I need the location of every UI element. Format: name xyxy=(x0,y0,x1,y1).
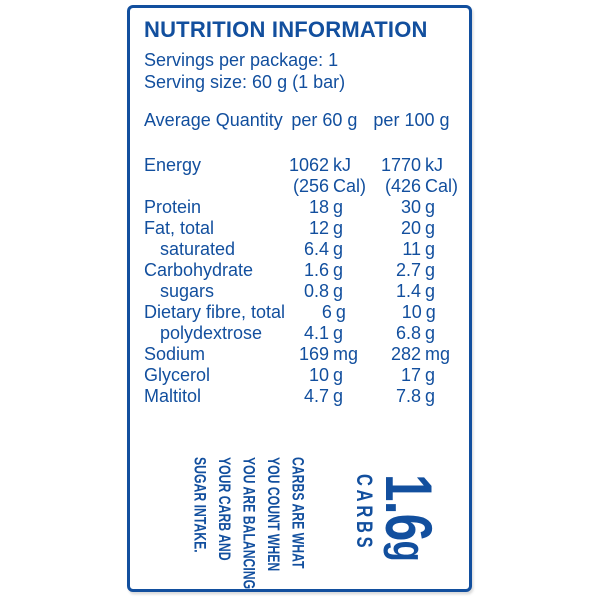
nutrition-information-panel: NUTRITION INFORMATION Servings per packa… xyxy=(127,5,472,592)
per-100g-value: 30 xyxy=(400,197,421,217)
per-60g-unit: mg xyxy=(333,344,359,364)
per-100g-unit: g xyxy=(425,281,436,301)
carbs-amount: 1.6 xyxy=(372,474,446,541)
header-average-quantity: Average Quantity xyxy=(144,110,283,130)
nutrient-label: Sodium xyxy=(144,344,206,364)
carbs-message-line: SUGAR INTAKE. xyxy=(190,457,210,553)
per-60g-unit: g xyxy=(333,239,344,259)
per-100g-value: 1.4 xyxy=(395,281,421,301)
per-100g-unit: kJ xyxy=(425,155,443,175)
per-100g-value: 11 xyxy=(402,239,421,259)
per-60g-value: 0.8 xyxy=(303,281,329,301)
nutrition-row: Carbohydrate 1.6 g 2.7 g xyxy=(144,260,457,281)
nutrient-label: polydextrose xyxy=(160,323,263,343)
per-60g-value: 6 xyxy=(321,302,332,322)
per-60g-value: 1062 xyxy=(288,155,329,175)
header-per-60g: per 60 g xyxy=(291,110,358,130)
panel-content: NUTRITION INFORMATION Servings per packa… xyxy=(130,8,469,407)
carbs-message-line: YOU COUNT WHEN xyxy=(264,457,283,572)
per-60g-value: 169 xyxy=(298,344,329,364)
carbs-value-line: 1.6g xyxy=(372,474,446,562)
nutrient-label: Fat, total xyxy=(144,218,215,238)
per-100g-value: 282 xyxy=(390,344,421,364)
carbs-amount-unit: g xyxy=(383,540,435,562)
per-100g-value: 20 xyxy=(400,218,421,238)
per-60g-unit: g xyxy=(333,365,344,385)
per-100g-value: (426 xyxy=(384,176,421,196)
per-100g-value: 2.7 xyxy=(395,260,421,280)
per-100g-value: 7.8 xyxy=(395,386,421,406)
per-60g-value: 4.1 xyxy=(303,323,329,343)
per-100g-unit: g xyxy=(425,386,436,406)
per-100g-value: 10 xyxy=(401,302,422,322)
per-60g-value: 10 xyxy=(308,365,329,385)
nutrition-row: polydextrose 4.1 g 6.8 g xyxy=(144,323,457,344)
per-100g-unit: g xyxy=(425,260,436,280)
per-60g-value: 4.7 xyxy=(303,386,329,406)
per-100g-unit: mg xyxy=(425,344,451,364)
nutrition-table: Energy 1062 kJ 1770 kJ (256 Cal) (426 Cal) Protei… xyxy=(144,155,459,407)
per-100g-unit: g xyxy=(425,197,436,217)
panel-title: NUTRITION INFORMATION xyxy=(144,17,428,42)
nutrient-label: Carbohydrate xyxy=(144,260,254,280)
carbs-message-line: CARBS ARE WHAT xyxy=(288,457,308,569)
per-60g-unit: kJ xyxy=(333,155,351,175)
per-100g-unit: g xyxy=(425,323,436,343)
per-60g-unit: g xyxy=(333,218,344,238)
nutrient-label: Dietary fibre, total xyxy=(144,302,286,322)
carbs-message-line: YOU ARE BALANCING xyxy=(239,457,259,590)
per-60g-value: 1.6 xyxy=(303,260,329,280)
per-60g-unit: g xyxy=(333,386,344,406)
per-100g-value: 17 xyxy=(400,365,421,385)
servings-per-package: Servings per package: 1 xyxy=(144,50,339,70)
per-60g-value: 6.4 xyxy=(303,239,329,259)
nutrient-label: sugars xyxy=(160,281,215,301)
nutrition-row: (256 Cal) (426 Cal) xyxy=(144,176,459,197)
nutrient-label: Protein xyxy=(144,197,202,217)
carbs-message-line: YOUR CARB AND xyxy=(215,457,234,561)
nutrition-row: sugars 0.8 g 1.4 g xyxy=(144,281,457,302)
nutrition-row: Fat, total 12 g 20 g xyxy=(144,218,457,239)
per-100g-value: 1770 xyxy=(380,155,421,175)
per-60g-unit: g xyxy=(333,281,344,301)
carbs-callout-rotated: 1.6g CARBS xyxy=(348,474,446,562)
nutrient-label: Glycerol xyxy=(144,365,211,385)
per-60g-unit: g xyxy=(333,197,344,217)
per-60g-unit: g xyxy=(333,323,344,343)
nutrient-label xyxy=(144,176,281,197)
table-header-row: Average Quantity per 60 g per 100 g xyxy=(144,110,457,131)
per-60g-unit: g xyxy=(333,260,344,280)
carbs-message-rotated: CARBS ARE WHAT YOU COUNT WHEN YOU ARE BALA… xyxy=(187,457,310,589)
nutrition-row: Protein 18 g 30 g xyxy=(144,197,457,218)
header-per-100g: per 100 g xyxy=(373,110,450,130)
nutrient-label: Maltitol xyxy=(144,386,202,406)
per-60g-value: 18 xyxy=(308,197,329,217)
per-60g-unit: g xyxy=(335,302,346,322)
per-100g-unit: g xyxy=(425,218,436,238)
nutrition-row: Energy 1062 kJ 1770 kJ xyxy=(144,155,457,176)
nutrient-label: Energy xyxy=(144,155,202,175)
per-60g-value: (256 xyxy=(292,176,329,196)
per-60g-unit: Cal) xyxy=(333,176,367,196)
per-100g-value: 6.8 xyxy=(395,323,421,343)
carbs-label: CARBS xyxy=(352,474,377,552)
per-100g-unit: g xyxy=(425,239,436,259)
nutrition-row: Dietary fibre, total 6 g 10 g xyxy=(144,302,457,323)
nutrition-row: Glycerol 10 g 17 g xyxy=(144,365,457,386)
per-100g-unit: g xyxy=(425,365,436,385)
nutrition-row: saturated 6.4 g 11 g xyxy=(144,239,457,260)
per-100g-unit: Cal) xyxy=(425,176,459,196)
serving-size: Serving size: 60 g (1 bar) xyxy=(144,72,346,92)
serving-info: Servings per package: 1 Serving size: 60… xyxy=(144,49,457,93)
nutrition-row: Maltitol 4.7 g 7.8 g xyxy=(144,386,457,407)
per-100g-unit: g xyxy=(425,302,436,322)
nutrition-row: Sodium 169 mg 282 mg xyxy=(144,344,457,365)
per-60g-value: 12 xyxy=(308,218,329,238)
nutrient-label: saturated xyxy=(160,239,236,259)
